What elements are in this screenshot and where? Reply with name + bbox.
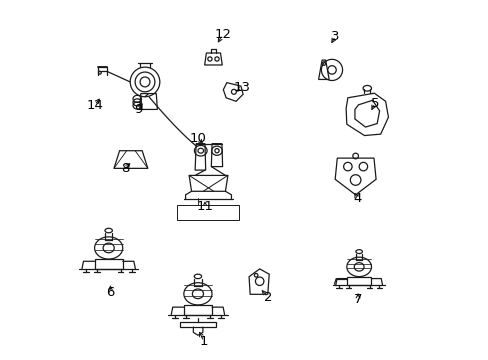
Text: 10: 10 [189,132,206,145]
FancyBboxPatch shape [177,206,239,220]
Text: 9: 9 [134,103,142,116]
Text: 1: 1 [199,335,208,348]
Text: 4: 4 [352,192,361,205]
Text: 7: 7 [353,293,362,306]
Text: 14: 14 [86,99,103,112]
Text: 3: 3 [330,30,339,42]
Text: 6: 6 [106,286,114,299]
Text: 8: 8 [121,162,129,175]
Text: 5: 5 [370,96,379,109]
Text: 2: 2 [263,291,271,303]
Text: 12: 12 [214,28,231,41]
Text: 13: 13 [233,81,250,94]
Text: 11: 11 [196,200,213,213]
